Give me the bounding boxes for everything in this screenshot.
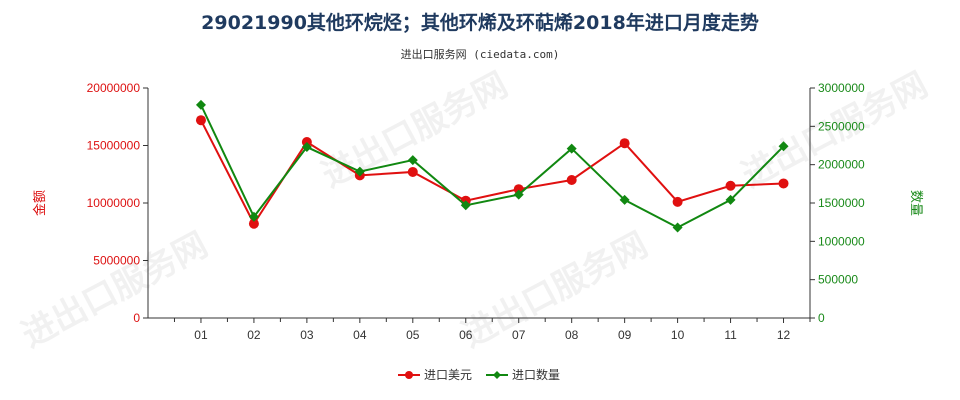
legend-marker-amount [405, 371, 413, 379]
y-right-tick-label: 1000000 [818, 234, 865, 248]
data-point-amount [566, 175, 577, 185]
x-tick-label: 11 [724, 328, 737, 342]
x-tick-label: 03 [300, 328, 314, 342]
watermark-text: 进出口服务网 [15, 225, 214, 356]
data-point-amount [619, 138, 630, 149]
series-line-1 [200, 104, 785, 229]
legend-label-1: 进口数量 [512, 367, 560, 382]
y-left-tick-label: 5000000 [93, 254, 140, 268]
y-right-tick-label: 0 [818, 311, 825, 325]
series-line-0 [200, 119, 784, 226]
data-point-quantity [407, 155, 418, 166]
legend-label-0: 进口美元 [424, 368, 472, 382]
legend-marker-quantity [493, 371, 501, 379]
y-left-axis-title: 金额 [32, 190, 48, 216]
data-point-amount [407, 166, 418, 177]
x-tick-label: 09 [618, 328, 632, 342]
data-point-quantity [354, 166, 365, 177]
x-tick-label: 01 [194, 328, 208, 342]
data-point-quantity [301, 142, 312, 153]
data-point-quantity [725, 194, 736, 205]
data-point-quantity [195, 99, 206, 110]
legend: 进口美元 进口数量 [398, 367, 560, 382]
y-right-tick-label: 3000000 [818, 81, 865, 95]
data-point-quantity [672, 222, 683, 233]
y-right-tick-label: 500000 [818, 273, 858, 287]
y-right-tick-label: 1500000 [818, 196, 865, 210]
x-tick-label: 07 [512, 328, 526, 342]
x-tick-label: 08 [565, 328, 579, 342]
chart-title: 29021990其他环烷烃；其他环烯及环萜烯2018年进口月度走势 [201, 12, 759, 34]
x-tick-label: 05 [406, 328, 420, 342]
data-point-amount [725, 180, 736, 191]
data-point-quantity [248, 211, 259, 222]
axes: 0 5000000 10000000 15000000 20000000 0 500000 1… [32, 81, 923, 342]
data-point-amount [672, 196, 683, 207]
data-point-quantity [460, 200, 471, 211]
x-tick-label: 02 [247, 328, 261, 342]
y-left-tick-label: 10000000 [87, 196, 141, 210]
chart-subtitle: 进出口服务网 (ciedata.com) [400, 48, 560, 61]
data-point-amount [778, 178, 789, 189]
y-right-axis-title: 数量 [908, 190, 923, 216]
data-point-quantity [778, 141, 789, 152]
data-point-amount [195, 115, 206, 126]
y-right-tick-label: 2500000 [818, 119, 865, 133]
y-left-tick-label: 0 [133, 311, 140, 325]
x-tick-label: 04 [353, 328, 367, 342]
y-right-tick-label: 2000000 [818, 158, 865, 172]
data-point-quantity [566, 143, 577, 154]
data-point-quantity [619, 194, 630, 205]
series-layer [195, 99, 789, 233]
y-left-tick-label: 20000000 [87, 81, 141, 95]
data-point-amount [248, 218, 259, 229]
x-tick-label: 10 [671, 328, 685, 342]
x-tick-label: 06 [459, 328, 473, 342]
x-tick-label: 12 [777, 328, 791, 342]
y-left-tick-label: 15000000 [87, 139, 141, 153]
data-point-quantity [513, 189, 524, 200]
